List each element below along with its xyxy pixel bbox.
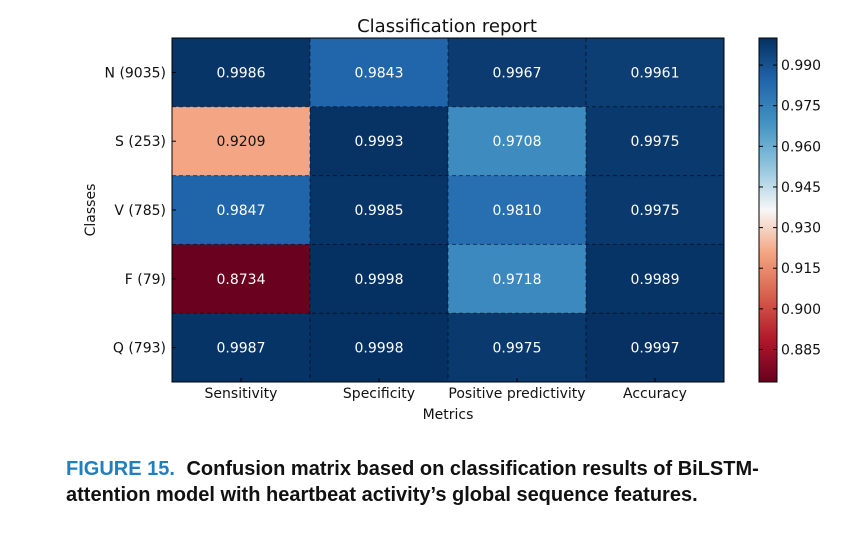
cell-value-label: 0.9975 bbox=[631, 203, 680, 219]
row-label: F (79) bbox=[125, 272, 166, 288]
heatmap-cell bbox=[172, 106, 311, 177]
row-label: Q (793) bbox=[113, 341, 166, 357]
column-label: Sensitivity bbox=[205, 386, 278, 402]
cell-value-label: 0.8734 bbox=[217, 272, 266, 288]
heatmap-cell bbox=[172, 38, 311, 108]
heatmap-cell bbox=[586, 106, 725, 177]
heatmap-cell bbox=[586, 175, 725, 245]
colorbar-tick-label: 0.915 bbox=[781, 261, 821, 277]
cell-value-label: 0.9997 bbox=[631, 341, 680, 357]
row-label: S (253) bbox=[115, 134, 166, 150]
cell-value-label: 0.9985 bbox=[355, 203, 404, 219]
heatmap-cell bbox=[586, 244, 725, 314]
heatmap-cell bbox=[172, 175, 311, 245]
chart-title: Classification report bbox=[357, 16, 537, 37]
colorbar-tick-label: 0.885 bbox=[781, 342, 821, 358]
cell-value-label: 0.9209 bbox=[217, 134, 266, 150]
heatmap-cell bbox=[448, 244, 587, 314]
colorbar-tick-label: 0.945 bbox=[781, 180, 821, 196]
heatmap-cell bbox=[586, 313, 725, 383]
cell-value-label: 0.9986 bbox=[217, 65, 266, 81]
cell-value-label: 0.9998 bbox=[355, 272, 404, 288]
x-axis-label: Metrics bbox=[423, 407, 474, 423]
cell-value-label: 0.9810 bbox=[493, 203, 542, 219]
row-labels: N (9035) S (253) V (785) F (79) Q (793) bbox=[105, 65, 176, 357]
cell-value-label: 0.9998 bbox=[355, 341, 404, 357]
heatmap-cell bbox=[172, 244, 311, 314]
heatmap-cell bbox=[310, 313, 449, 383]
row-label: N (9035) bbox=[105, 65, 166, 81]
heatmap-cell bbox=[310, 106, 449, 177]
colorbar-tick-label: 0.975 bbox=[781, 99, 821, 115]
cell-value-label: 0.9967 bbox=[493, 65, 542, 81]
colorbar-tick-label: 0.990 bbox=[781, 58, 821, 74]
heatmap-cell bbox=[172, 313, 311, 383]
heatmap-cell bbox=[586, 38, 725, 108]
heatmap-cell bbox=[310, 175, 449, 245]
heatmap-cell bbox=[448, 175, 587, 245]
heatmap-cells bbox=[172, 38, 725, 383]
figure-caption-text: Confusion matrix based on classification… bbox=[66, 458, 759, 506]
heatmap-cell bbox=[448, 313, 587, 383]
figure-label: FIGURE 15. bbox=[66, 458, 175, 480]
column-label: Specificity bbox=[343, 386, 415, 402]
cell-value-label: 0.9975 bbox=[493, 341, 542, 357]
column-label: Positive predictivity bbox=[448, 386, 585, 402]
cell-value-label: 0.9847 bbox=[217, 203, 266, 219]
heatmap-chart: Classification report 0.9986 0.9843 0.9967… bbox=[83, 16, 821, 423]
cell-value-label: 0.9843 bbox=[355, 65, 404, 81]
heatmap-cell-labels: 0.9986 0.9843 0.9967 0.9961 0.9209 0.9993 0.97… bbox=[217, 65, 680, 356]
cell-value-label: 0.9708 bbox=[493, 134, 542, 150]
colorbar-tick-label: 0.900 bbox=[781, 302, 821, 318]
cell-value-label: 0.9987 bbox=[217, 341, 266, 357]
colorbar-ticks: 0.990 0.975 0.960 0.945 0.930 0.915 0.900 0.885 bbox=[759, 58, 821, 358]
cell-value-label: 0.9993 bbox=[355, 134, 404, 150]
heatmap-cell bbox=[448, 106, 587, 177]
cell-value-label: 0.9975 bbox=[631, 134, 680, 150]
column-labels: Sensitivity Specificity Positive predictiv… bbox=[205, 378, 687, 402]
column-label: Accuracy bbox=[623, 386, 687, 402]
heatmap-cell bbox=[310, 244, 449, 314]
heatmap-gridlines bbox=[172, 38, 724, 382]
heatmap-cell bbox=[310, 38, 449, 108]
cell-value-label: 0.9718 bbox=[493, 272, 542, 288]
cell-value-label: 0.9989 bbox=[631, 272, 680, 288]
colorbar-tick-label: 0.960 bbox=[781, 139, 821, 155]
colorbar-tick-label: 0.930 bbox=[781, 221, 821, 237]
figure-caption: FIGURE 15. Confusion matrix based on cla… bbox=[66, 456, 826, 508]
y-axis-label: Classes bbox=[83, 184, 99, 237]
row-label: V (785) bbox=[114, 203, 166, 219]
colorbar bbox=[758, 37, 778, 383]
cell-value-label: 0.9961 bbox=[631, 65, 680, 81]
heatmap-cell bbox=[448, 38, 587, 108]
